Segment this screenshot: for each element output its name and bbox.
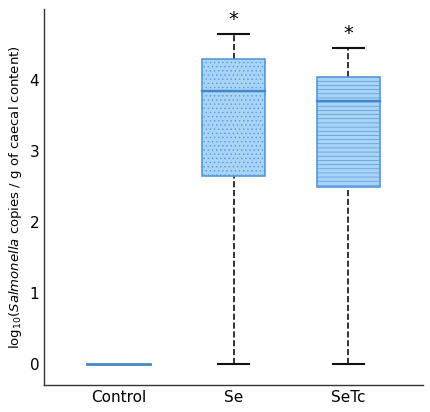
Text: *: * [229, 10, 239, 29]
Bar [317, 77, 380, 187]
Y-axis label: log$_{10}$($\it{Salmonella}$ copies / g of caecal content): log$_{10}$($\it{Salmonella}$ copies / g … [7, 45, 24, 349]
Bar [202, 59, 265, 176]
Text: *: * [344, 24, 353, 43]
